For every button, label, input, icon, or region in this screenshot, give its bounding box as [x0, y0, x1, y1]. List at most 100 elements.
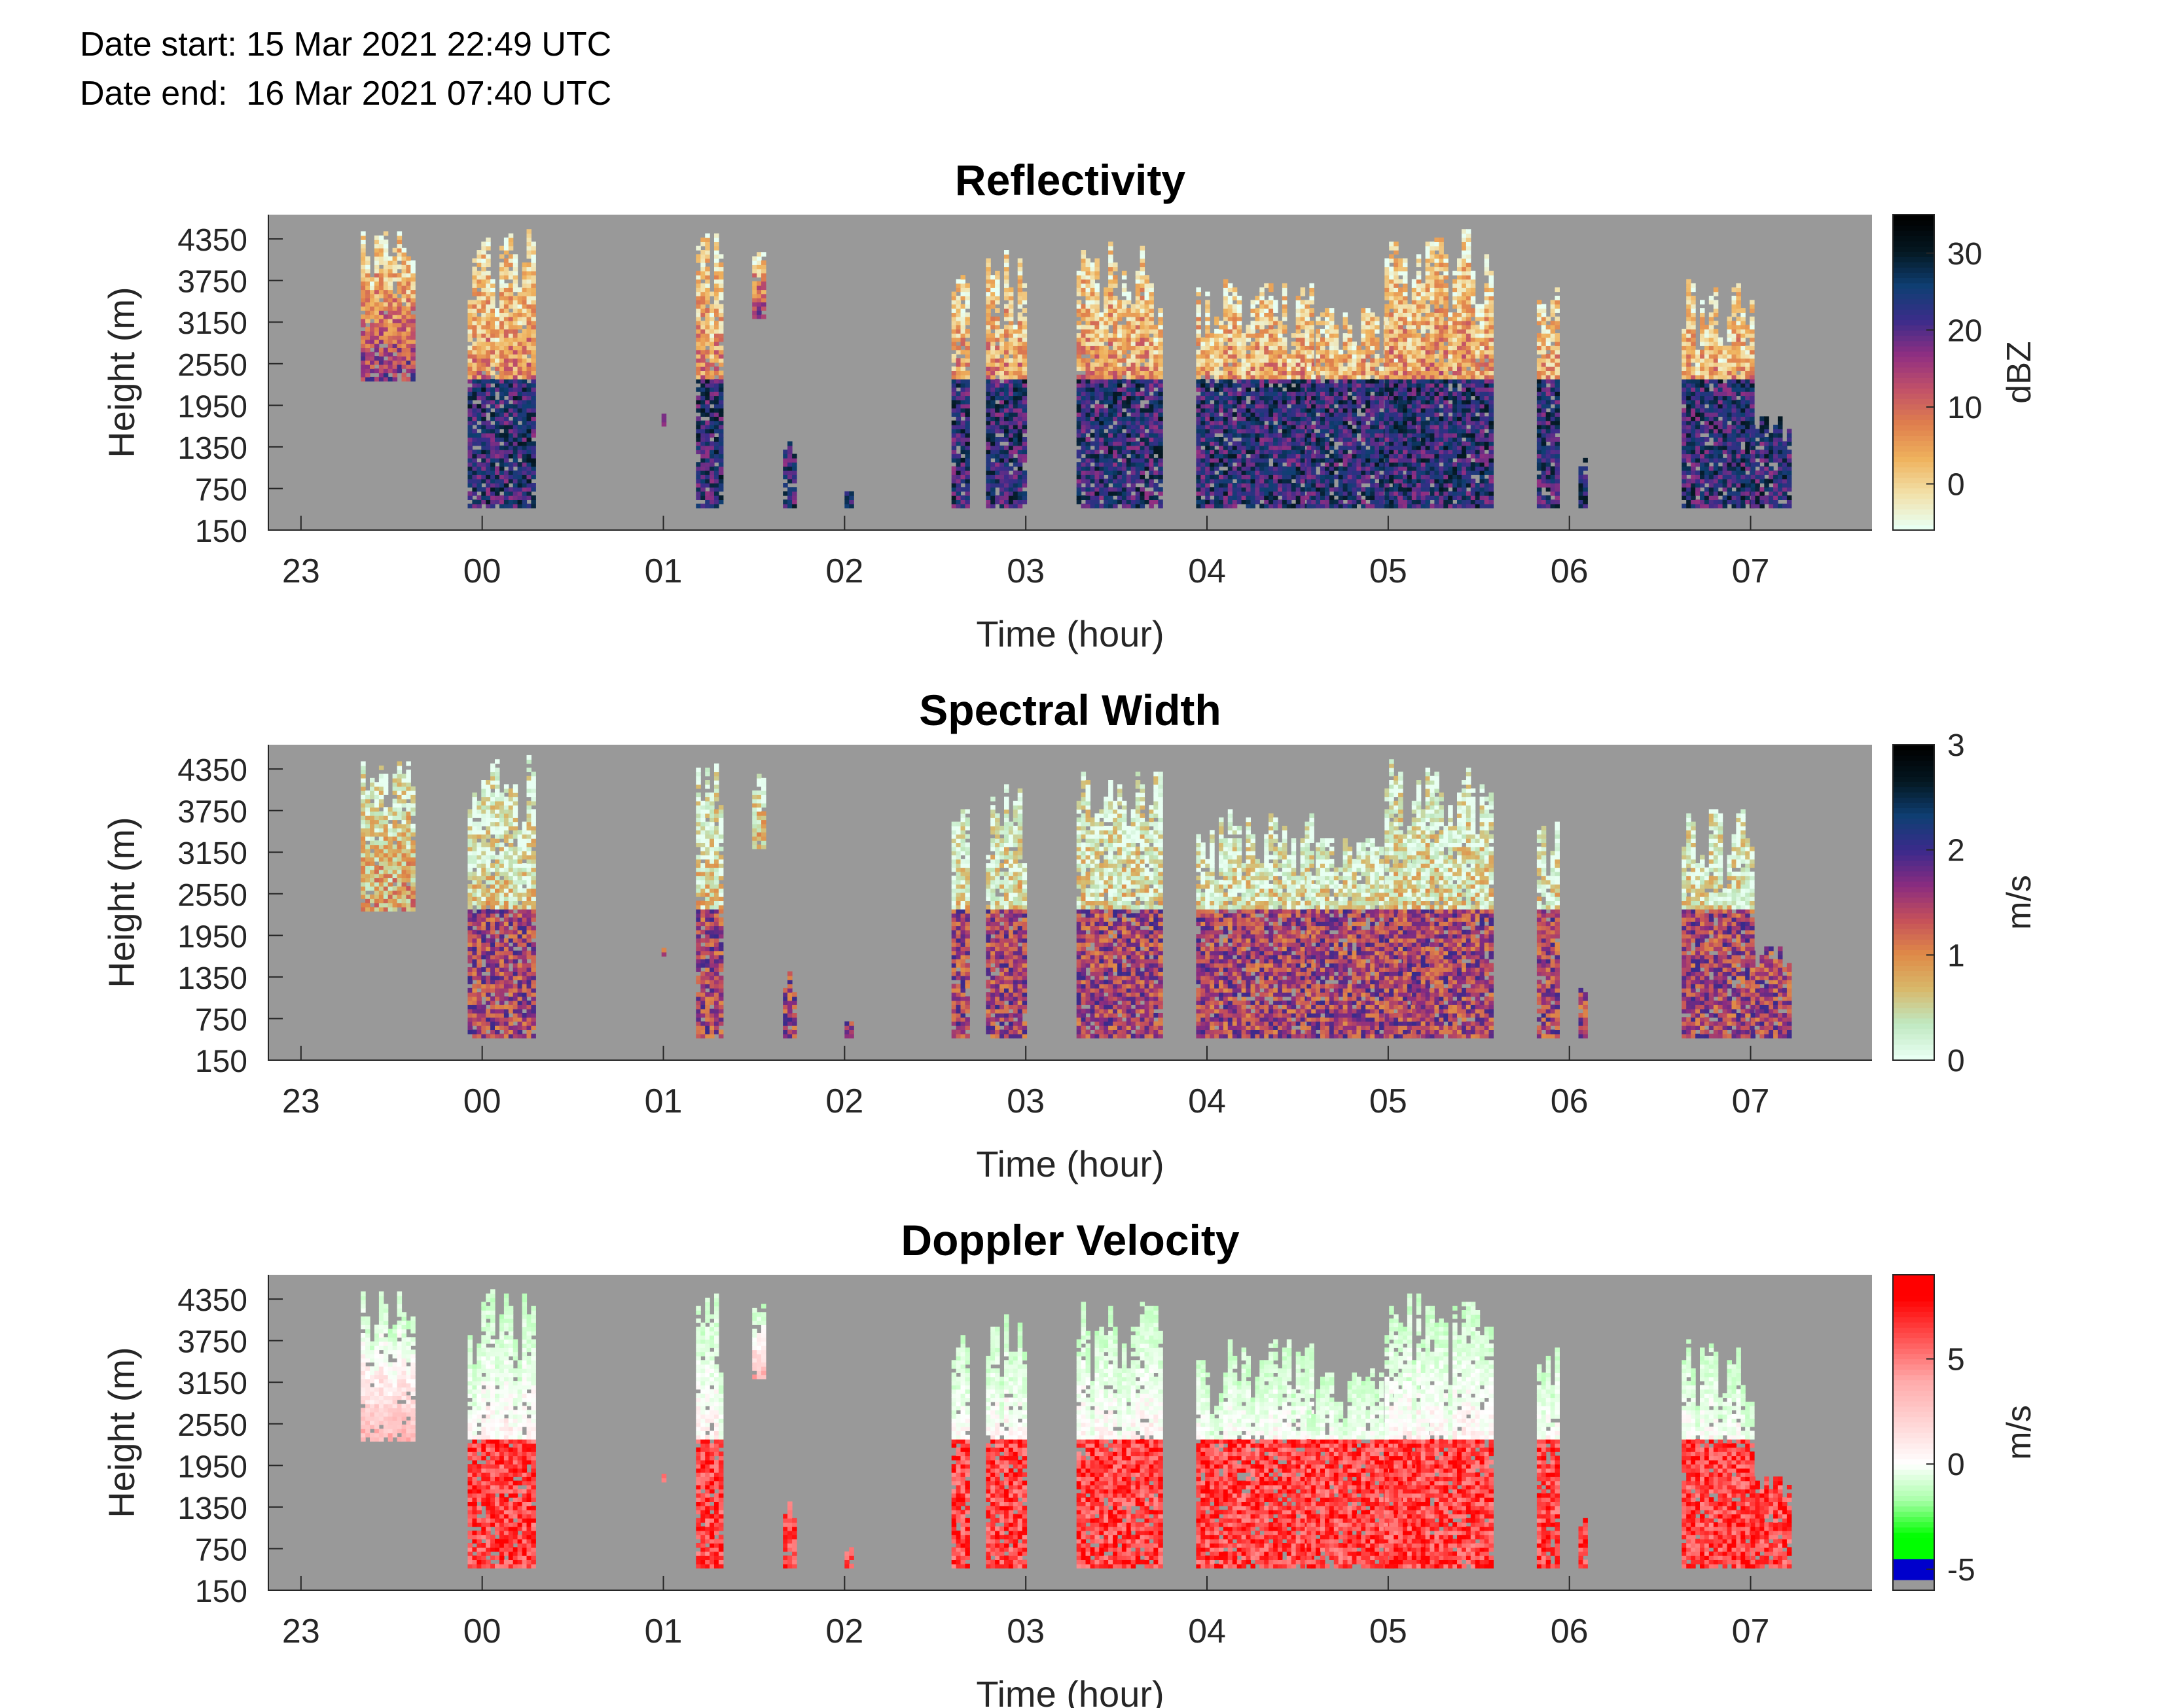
- heatmap-cell: [472, 437, 477, 442]
- heatmap-cell: [486, 454, 491, 459]
- heatmap-cell: [513, 366, 518, 371]
- heatmap-cell: [1104, 287, 1109, 292]
- heatmap-cell: [1205, 400, 1210, 404]
- heatmap-cell: [1200, 358, 1206, 363]
- heatmap-cell: [700, 304, 706, 309]
- heatmap-cell: [1273, 458, 1278, 463]
- heatmap-cell: [1122, 458, 1127, 463]
- heatmap-cell: [696, 487, 701, 491]
- heatmap-cell: [1219, 350, 1224, 355]
- heatmap-cell: [481, 487, 486, 491]
- heatmap-cell: [696, 441, 701, 446]
- heatmap-cell: [1305, 304, 1310, 309]
- heatmap-cell: [486, 363, 491, 367]
- heatmap-cell: [1343, 383, 1348, 387]
- heatmap-cell: [696, 404, 701, 408]
- heatmap-cell: [1311, 441, 1316, 446]
- heatmap-cell: [1108, 391, 1113, 396]
- heatmap-cell: [397, 302, 403, 307]
- heatmap-cell: [531, 254, 536, 258]
- heatmap-cell: [999, 404, 1005, 408]
- heatmap-cell: [952, 408, 957, 413]
- heatmap-cell: [406, 344, 411, 348]
- heatmap-cell: [1013, 474, 1018, 479]
- heatmap-cell: [1153, 383, 1159, 387]
- heatmap-cell: [952, 450, 957, 454]
- heatmap-cell: [370, 285, 375, 290]
- heatmap-cell: [1136, 446, 1141, 450]
- heatmap-cell: [1022, 363, 1028, 367]
- heatmap-cell: [1316, 363, 1321, 367]
- heatmap-cell: [1126, 342, 1132, 346]
- heatmap-cell: [365, 347, 370, 352]
- heatmap-cell: [513, 387, 518, 392]
- heatmap-cell: [1219, 425, 1224, 429]
- heatmap-cell: [714, 458, 719, 463]
- heatmap-cell: [956, 296, 962, 300]
- heatmap-cell: [700, 375, 706, 380]
- heatmap-cell: [961, 504, 966, 508]
- heatmap-cell: [1122, 387, 1127, 392]
- heatmap-cell: [1219, 416, 1224, 421]
- heatmap-cell: [995, 287, 1000, 292]
- heatmap-cell: [1278, 346, 1283, 350]
- heatmap-cell: [1210, 358, 1215, 363]
- heatmap-cell: [1320, 433, 1325, 438]
- heatmap-cell: [1273, 504, 1278, 508]
- heatmap-cell: [1339, 474, 1344, 479]
- heatmap-cell: [1255, 462, 1260, 467]
- heatmap-cell: [1273, 479, 1278, 484]
- heatmap-cell: [1251, 446, 1256, 450]
- heatmap-cell: [472, 354, 477, 359]
- heatmap-cell: [388, 285, 393, 290]
- heatmap-cell: [719, 450, 724, 454]
- heatmap-cell: [509, 408, 514, 413]
- heatmap-cell: [374, 257, 380, 261]
- heatmap-cell: [1343, 462, 1348, 467]
- heatmap-cell: [1282, 495, 1287, 500]
- heatmap-cell: [1282, 370, 1287, 375]
- heatmap-cell: [1094, 342, 1100, 346]
- heatmap-cell: [986, 283, 991, 288]
- heatmap-cell: [1009, 325, 1014, 329]
- heatmap-cell: [1365, 433, 1371, 438]
- heatmap-cell: [1223, 354, 1229, 359]
- heatmap-cell: [472, 333, 477, 338]
- heatmap-cell: [1077, 300, 1082, 304]
- heatmap-cell: [1365, 375, 1371, 380]
- heatmap-cell: [1291, 504, 1297, 508]
- heatmap-cell: [1022, 479, 1028, 484]
- heatmap-cell: [956, 495, 962, 500]
- heatmap-cell: [490, 325, 495, 329]
- heatmap-cell: [499, 504, 505, 508]
- heatmap-cell: [761, 277, 766, 281]
- heatmap-cell: [1365, 487, 1371, 491]
- heatmap-cell: [1282, 363, 1287, 367]
- heatmap-cell: [518, 429, 523, 433]
- heatmap-cell: [1117, 317, 1123, 321]
- heatmap-cell: [1117, 450, 1123, 454]
- heatmap-cell: [384, 273, 389, 277]
- heatmap-cell: [384, 365, 389, 369]
- heatmap-cell: [1264, 474, 1269, 479]
- heatmap-cell: [490, 354, 495, 359]
- heatmap-cell: [1343, 429, 1348, 433]
- heatmap-cell: [481, 400, 486, 404]
- heatmap-cell: [787, 462, 793, 467]
- heatmap-cell: [719, 267, 724, 272]
- heatmap-cell: [365, 327, 370, 332]
- heatmap-cell: [1140, 342, 1145, 346]
- heatmap-cell: [518, 325, 523, 329]
- heatmap-cell: [1196, 325, 1201, 329]
- heatmap-cell: [990, 433, 996, 438]
- heatmap-cell: [1158, 487, 1163, 491]
- heatmap-cell: [499, 308, 505, 313]
- heatmap-cell: [1094, 338, 1100, 342]
- heatmap-cell: [477, 258, 482, 263]
- heatmap-cell: [1325, 450, 1330, 454]
- heatmap-cell: [518, 467, 523, 471]
- heatmap-cell: [1205, 416, 1210, 421]
- heatmap-cell: [1081, 329, 1087, 334]
- heatmap-cell: [486, 408, 491, 413]
- heatmap-cell: [1348, 454, 1353, 459]
